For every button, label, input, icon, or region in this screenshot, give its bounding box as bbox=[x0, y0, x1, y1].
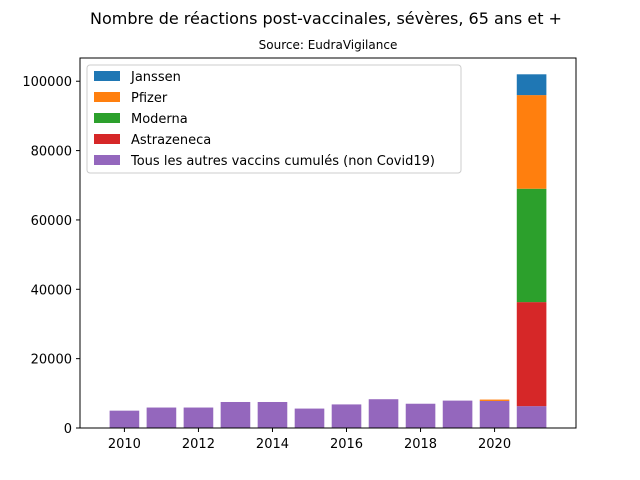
x-tick-label-2016: 2016 bbox=[330, 437, 363, 452]
bar-tous-les-autres-vaccins-cumul-s-non-covid19--2016 bbox=[331, 404, 362, 428]
x-tick-label-2010: 2010 bbox=[108, 437, 141, 452]
legend-swatch-pfizer bbox=[94, 92, 120, 102]
y-tick-label-0: 0 bbox=[64, 422, 72, 437]
chart-title: Nombre de réactions post-vaccinales, sév… bbox=[90, 9, 562, 28]
bars-group bbox=[109, 74, 547, 428]
bar-pfizer-2021 bbox=[516, 95, 547, 189]
legend-swatch-astrazeneca bbox=[94, 134, 120, 144]
x-tick-label-2014: 2014 bbox=[256, 437, 289, 452]
bar-tous-les-autres-vaccins-cumul-s-non-covid19--2010 bbox=[109, 410, 140, 428]
bar-astrazeneca-2021 bbox=[516, 302, 547, 407]
legend-label-astrazeneca: Astrazeneca bbox=[131, 133, 211, 148]
bar-janssen-2021 bbox=[516, 74, 547, 96]
bar-tous-les-autres-vaccins-cumul-s-non-covid19--2015 bbox=[294, 408, 325, 428]
bar-tous-les-autres-vaccins-cumul-s-non-covid19--2018 bbox=[405, 403, 436, 428]
y-axis: 0 20000 40000 60000 80000 100000 bbox=[22, 75, 80, 437]
legend: Janssen Pfizer Moderna Astrazeneca Tous les … bbox=[86, 64, 462, 174]
x-tick-label-2018: 2018 bbox=[404, 437, 437, 452]
bar-tous-les-autres-vaccins-cumul-s-non-covid19--2021 bbox=[516, 406, 547, 428]
bar-moderna-2021 bbox=[516, 188, 547, 303]
legend-label-tous-les-autres-vaccins-cumul-s-non-covid19: Tous les autres vaccins cumulés (non Cov… bbox=[130, 154, 435, 169]
bar-tous-les-autres-vaccins-cumul-s-non-covid19--2011 bbox=[146, 407, 177, 428]
bar-pfizer-2020 bbox=[479, 399, 510, 401]
bar-tous-les-autres-vaccins-cumul-s-non-covid19--2014 bbox=[257, 401, 288, 428]
chart-subtitle: Source: EudraVigilance bbox=[259, 38, 398, 52]
bar-tous-les-autres-vaccins-cumul-s-non-covid19--2013 bbox=[220, 401, 251, 428]
legend-label-janssen: Janssen bbox=[130, 70, 181, 85]
bar-tous-les-autres-vaccins-cumul-s-non-covid19--2019 bbox=[442, 400, 473, 428]
legend-swatch-moderna bbox=[94, 113, 120, 123]
y-tick-label-60000: 60000 bbox=[31, 214, 72, 229]
bar-tous-les-autres-vaccins-cumul-s-non-covid19--2017 bbox=[368, 399, 399, 428]
plot-frame bbox=[79, 57, 577, 429]
y-tick-label-100000: 100000 bbox=[22, 75, 72, 90]
x-axis: 2010 2012 2014 2016 2018 2020 bbox=[108, 428, 511, 452]
legend-label-moderna: Moderna bbox=[131, 112, 188, 127]
y-tick-label-20000: 20000 bbox=[31, 353, 72, 368]
legend-label-pfizer: Pfizer bbox=[131, 91, 168, 106]
x-tick-label-2020: 2020 bbox=[478, 437, 511, 452]
legend-swatch-tous-les-autres-vaccins-cumul-s-non-covid19 bbox=[94, 155, 120, 165]
legend-frame bbox=[86, 64, 462, 174]
bar-tous-les-autres-vaccins-cumul-s-non-covid19--2012 bbox=[183, 407, 214, 428]
legend-swatch-janssen bbox=[94, 71, 120, 81]
bar-tous-les-autres-vaccins-cumul-s-non-covid19--2020 bbox=[479, 400, 510, 428]
y-tick-label-80000: 80000 bbox=[31, 145, 72, 160]
x-tick-label-2012: 2012 bbox=[182, 437, 215, 452]
y-tick-label-40000: 40000 bbox=[31, 283, 72, 298]
